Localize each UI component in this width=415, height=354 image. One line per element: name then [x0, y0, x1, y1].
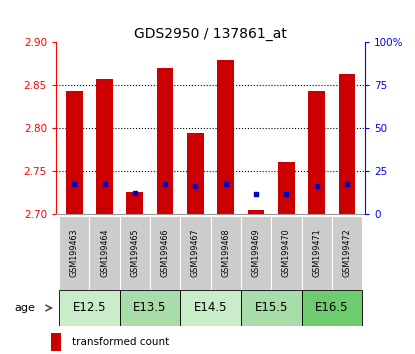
Text: GSM199472: GSM199472 — [342, 229, 352, 278]
Bar — [150, 216, 180, 290]
Bar — [211, 216, 241, 290]
Text: GSM199466: GSM199466 — [161, 229, 170, 278]
Bar — [89, 216, 120, 290]
Text: age: age — [15, 303, 35, 313]
Bar — [241, 290, 302, 326]
Bar — [180, 290, 241, 326]
Bar — [157, 68, 173, 214]
Bar — [332, 216, 362, 290]
Text: E14.5: E14.5 — [194, 302, 227, 314]
Bar — [120, 216, 150, 290]
Text: E13.5: E13.5 — [133, 302, 167, 314]
Bar — [127, 192, 143, 214]
Text: GSM199467: GSM199467 — [191, 229, 200, 278]
Bar — [51, 333, 61, 351]
Bar — [308, 91, 325, 214]
Bar — [180, 216, 211, 290]
Bar — [241, 216, 271, 290]
Bar — [302, 290, 362, 326]
Text: GSM199468: GSM199468 — [221, 229, 230, 278]
Bar — [217, 59, 234, 214]
Text: GSM199464: GSM199464 — [100, 229, 109, 278]
Bar — [278, 162, 295, 214]
Bar — [302, 216, 332, 290]
Text: GSM199470: GSM199470 — [282, 229, 291, 278]
Text: transformed count: transformed count — [71, 337, 169, 347]
Bar — [248, 210, 264, 214]
Bar — [187, 133, 204, 214]
Bar — [120, 290, 180, 326]
Text: E16.5: E16.5 — [315, 302, 349, 314]
Bar — [66, 91, 83, 214]
Text: E12.5: E12.5 — [73, 302, 106, 314]
Text: GSM199463: GSM199463 — [70, 229, 79, 278]
Bar — [271, 216, 302, 290]
Text: E15.5: E15.5 — [254, 302, 288, 314]
Bar — [96, 79, 113, 214]
Bar — [339, 74, 355, 214]
Text: GSM199471: GSM199471 — [312, 229, 321, 278]
Text: GSM199469: GSM199469 — [251, 229, 261, 278]
Bar — [59, 290, 120, 326]
Title: GDS2950 / 137861_at: GDS2950 / 137861_at — [134, 28, 287, 41]
Text: GSM199465: GSM199465 — [130, 229, 139, 278]
Bar — [59, 216, 89, 290]
